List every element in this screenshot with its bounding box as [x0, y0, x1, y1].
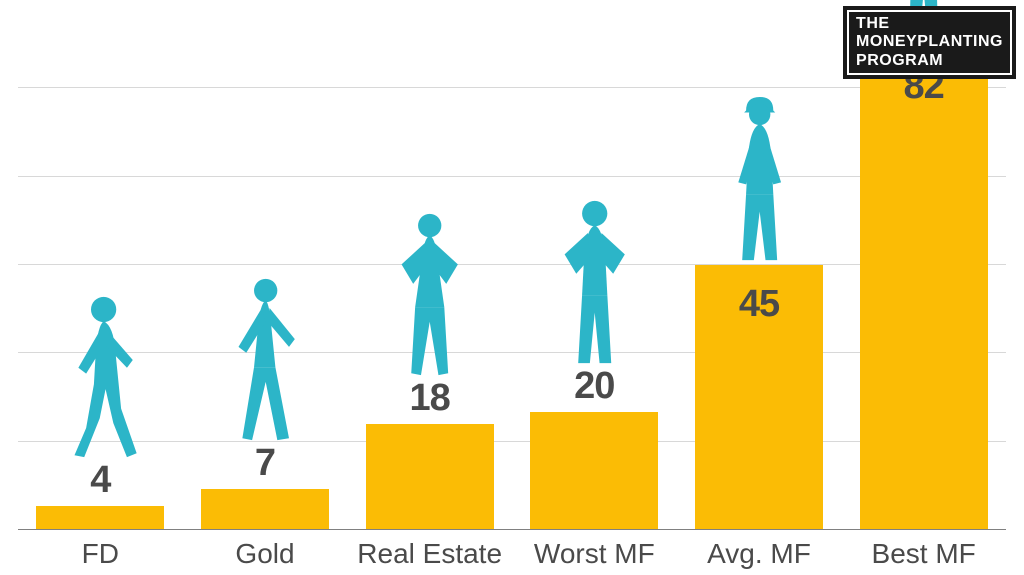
- bar-value-label: 18: [410, 377, 450, 420]
- bar: 20: [530, 412, 658, 530]
- person-icon: [695, 95, 823, 265]
- bar-value-label: 20: [574, 365, 614, 408]
- bar-slot: 20: [512, 0, 676, 530]
- bar-slot: 45: [677, 0, 841, 530]
- x-axis-label: Real Estate: [348, 538, 512, 570]
- x-axis-label: Gold: [183, 538, 347, 570]
- bar: 82: [860, 47, 988, 530]
- bar-slot: 4: [18, 0, 182, 530]
- bar-value-label: 45: [739, 283, 779, 326]
- person-icon: [366, 210, 494, 380]
- logo-line-2: MONEYPLANTING: [856, 33, 1003, 51]
- x-axis-label: Worst MF: [512, 538, 676, 570]
- bar: 45: [695, 265, 823, 530]
- bar: 4: [36, 506, 164, 530]
- x-axis-label: Best MF: [842, 538, 1006, 570]
- person-icon: [201, 275, 329, 445]
- bar-slot: 18: [348, 0, 512, 530]
- person-icon: [36, 292, 164, 462]
- x-axis-label: FD: [18, 538, 182, 570]
- logo-line-3: PROGRAM: [856, 52, 1003, 70]
- x-axis-label: Avg. MF: [677, 538, 841, 570]
- bar: 18: [366, 424, 494, 530]
- logo-badge: THE MONEYPLANTING PROGRAM: [843, 6, 1016, 79]
- x-axis-line: [18, 529, 1006, 530]
- bar-slot: 82: [842, 0, 1006, 530]
- bar-value-label: 4: [90, 459, 110, 502]
- bar: 7: [201, 489, 329, 530]
- person-icon: [530, 198, 658, 368]
- bar-value-label: 7: [255, 442, 275, 485]
- chart-plot-area: 4 7 18 20 45 82: [18, 0, 1006, 530]
- bar-group: 4 7 18 20 45 82: [18, 0, 1006, 530]
- logo-line-1: THE: [856, 15, 1003, 33]
- bar-slot: 7: [183, 0, 347, 530]
